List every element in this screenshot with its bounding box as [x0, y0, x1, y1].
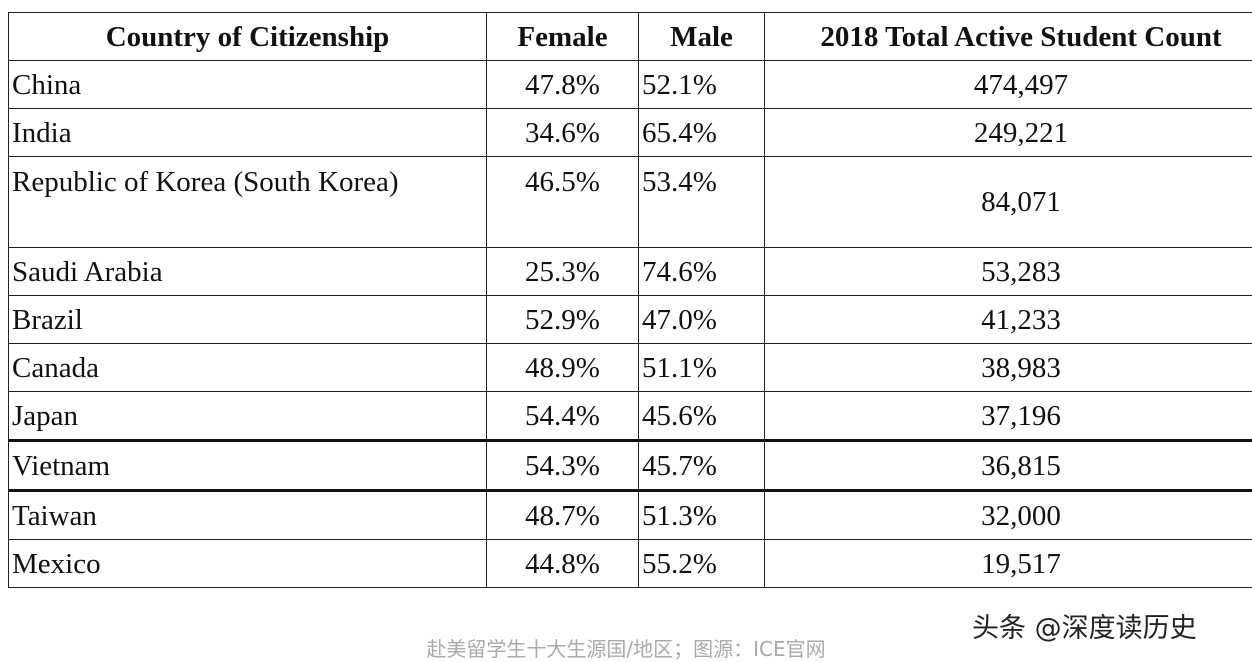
table-cell: 54.4%: [486, 391, 639, 442]
table-cell: 34.6%: [486, 108, 639, 157]
table-row: Vietnam 54.3% 45.7% 36,815: [8, 440, 1252, 492]
table-cell: 38,983: [764, 343, 1252, 392]
table-cell: India: [8, 108, 487, 157]
table-row: India 34.6% 65.4% 249,221: [8, 108, 1252, 157]
table-cell: 19,517: [764, 539, 1252, 588]
table-row: Republic of Korea (South Korea) 46.5% 53.4…: [8, 156, 1252, 248]
table-cell: 53,283: [764, 247, 1252, 296]
table-cell: 41,233: [764, 295, 1252, 344]
table-cell: 47.0%: [638, 295, 765, 344]
table-cell: 37,196: [764, 391, 1252, 442]
table-cell: 53.4%: [638, 156, 765, 248]
header-cell: Female: [486, 12, 639, 61]
table-cell: Saudi Arabia: [8, 247, 487, 296]
table-cell: 249,221: [764, 108, 1252, 157]
table-cell: 36,815: [764, 440, 1252, 492]
caption: 赴美留学生十大生源国/地区；图源：ICE官网: [426, 637, 826, 661]
table-cell: Japan: [8, 391, 487, 442]
header-cell: Country of Citizenship: [8, 12, 487, 61]
table-cell: 46.5%: [486, 156, 639, 248]
table-row: Canada 48.9% 51.1% 38,983: [8, 343, 1252, 392]
table-cell: 74.6%: [638, 247, 765, 296]
table-cell: 84,071: [764, 156, 1252, 248]
header-row: Country of Citizenship Female Male 2018 Tot…: [8, 12, 1252, 61]
table-cell: 45.6%: [638, 391, 765, 442]
table-cell: 474,497: [764, 60, 1252, 109]
watermark: 头条 @深度读历史: [972, 613, 1197, 644]
table-cell: Canada: [8, 343, 487, 392]
table-cell: 48.7%: [486, 490, 639, 540]
table-cell: Taiwan: [8, 490, 487, 540]
table-cell: 51.3%: [638, 490, 765, 540]
table-cell: 51.1%: [638, 343, 765, 392]
table-cell: Brazil: [8, 295, 487, 344]
table-cell: Vietnam: [8, 440, 487, 492]
header-cell: Male: [638, 12, 765, 61]
table-cell: 45.7%: [638, 440, 765, 492]
table-cell: China: [8, 60, 487, 109]
table-cell: 25.3%: [486, 247, 639, 296]
table-cell: 44.8%: [486, 539, 639, 588]
table-row: Taiwan 48.7% 51.3% 32,000: [8, 490, 1252, 540]
table-cell: Mexico: [8, 539, 487, 588]
table-row: Saudi Arabia 25.3% 74.6% 53,283: [8, 247, 1252, 296]
table-cell: 52.9%: [486, 295, 639, 344]
table-cell: 55.2%: [638, 539, 765, 588]
table-cell: Republic of Korea (South Korea): [8, 156, 487, 248]
data-table: Country of Citizenship Female Male 2018 Tot…: [8, 12, 1252, 588]
table-row: Mexico 44.8% 55.2% 19,517: [8, 539, 1252, 588]
table-row: Japan 54.4% 45.6% 37,196: [8, 391, 1252, 442]
table-cell: 65.4%: [638, 108, 765, 157]
table-cell: 48.9%: [486, 343, 639, 392]
header-cell: 2018 Total Active Student Count: [764, 12, 1252, 61]
table-row: Brazil 52.9% 47.0% 41,233: [8, 295, 1252, 344]
table-cell: 47.8%: [486, 60, 639, 109]
table-cell: 32,000: [764, 490, 1252, 540]
table-row: China 47.8% 52.1% 474,497: [8, 60, 1252, 109]
table-cell: 54.3%: [486, 440, 639, 492]
table-cell: 52.1%: [638, 60, 765, 109]
